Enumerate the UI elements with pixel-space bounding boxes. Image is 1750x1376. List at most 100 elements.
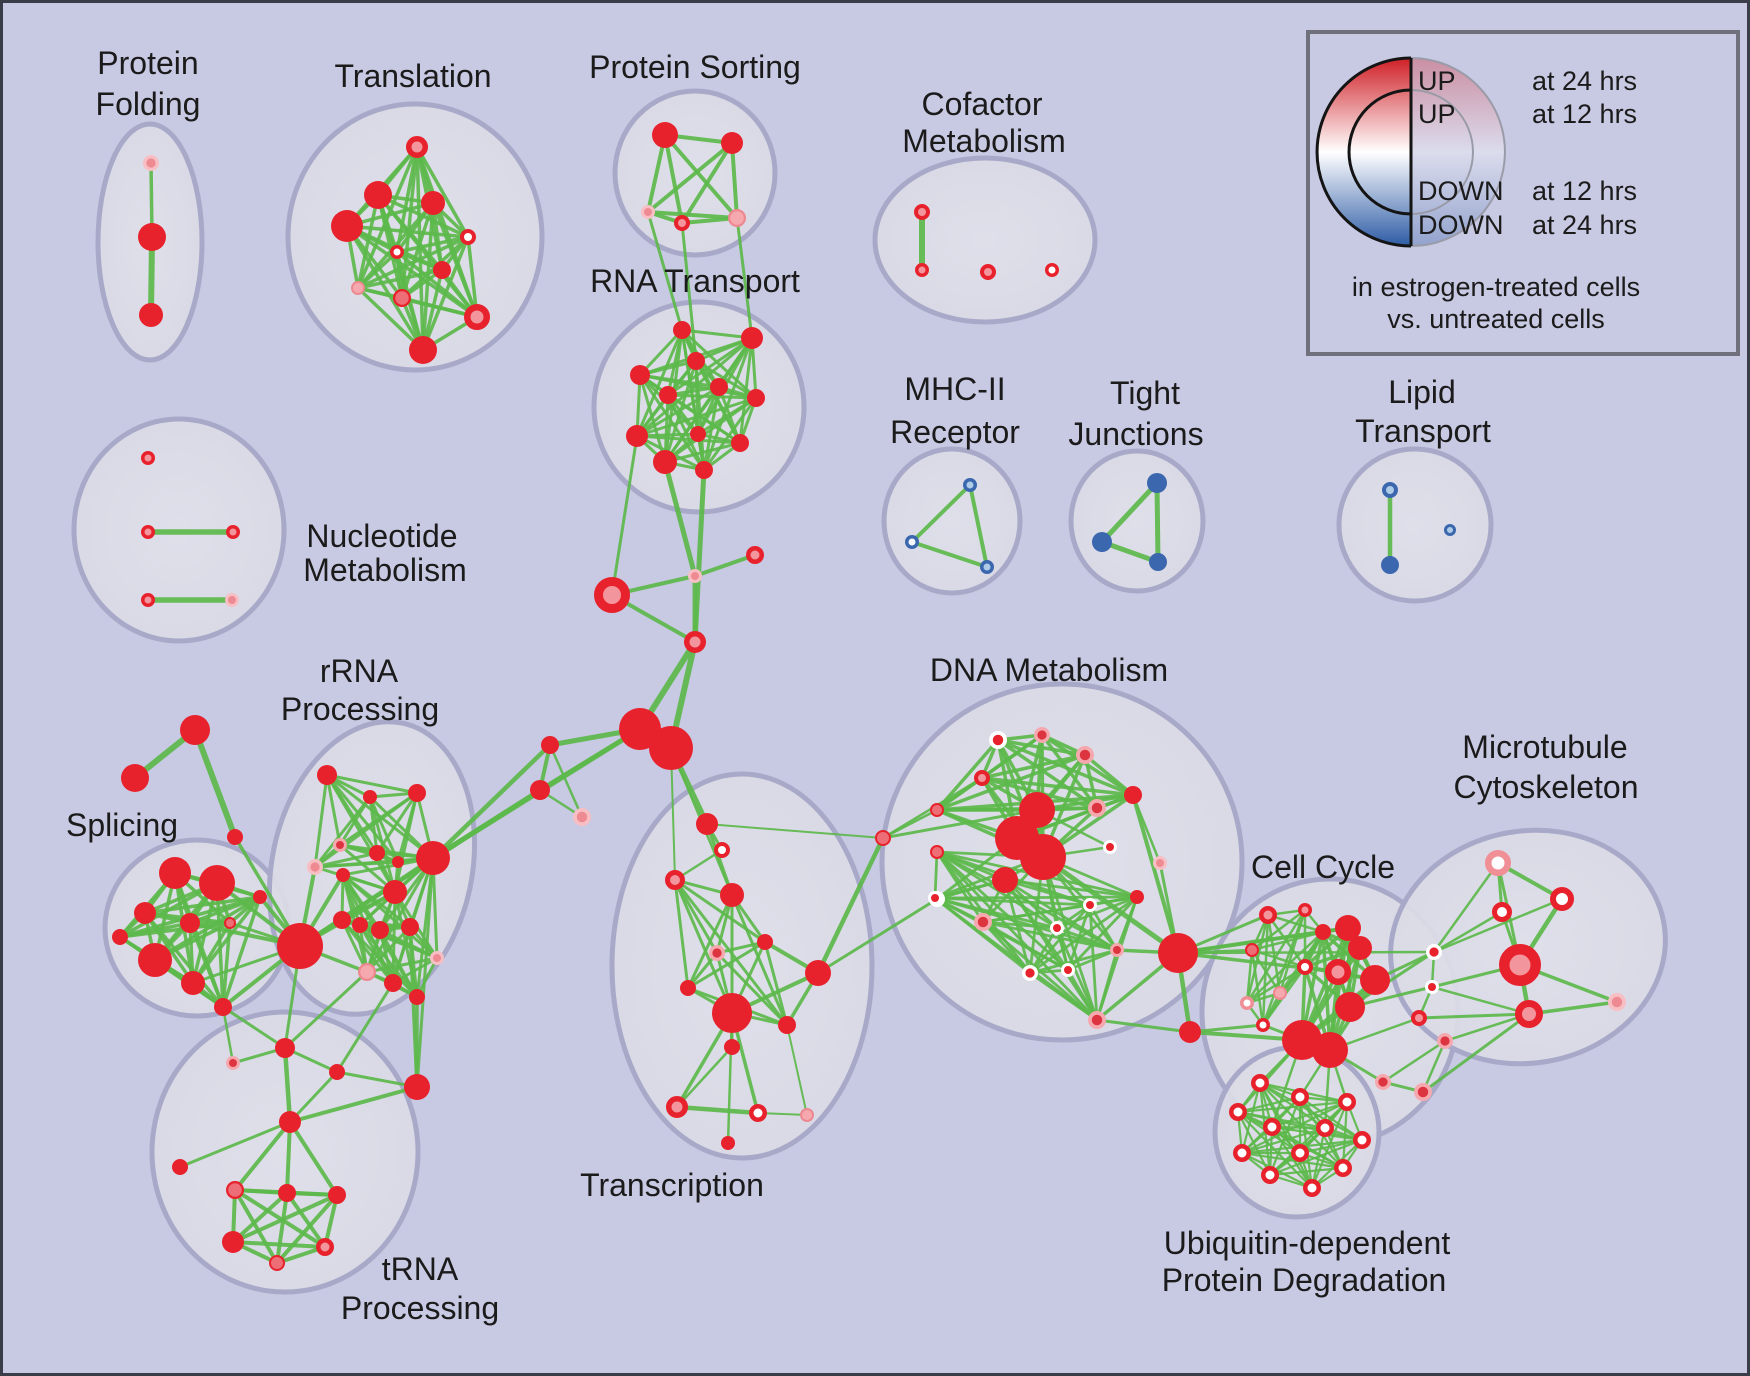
legend-inner-ring-right: [1410, 89, 1474, 215]
network-edge: [378, 928, 395, 985]
label-ubiquitin-dependent-protein-degradation: Protein Degradation: [1162, 1262, 1447, 1298]
network-edge: [1421, 1012, 1531, 1094]
node-ps3: [641, 205, 655, 219]
network-edge: [1066, 968, 1099, 1022]
node-tn1: [226, 1056, 240, 1070]
label-lipid-transport: Lipid: [1388, 374, 1456, 410]
node-mh3: [980, 560, 994, 574]
node-ps2: [721, 132, 743, 154]
node-cc17: [1425, 980, 1439, 994]
network-edge: [735, 216, 754, 340]
node-ub7: [1353, 1131, 1371, 1149]
node-cc5: [1348, 936, 1372, 960]
node-rt12: [695, 461, 713, 479]
node-ub9: [1291, 1144, 1309, 1162]
network-edge: [118, 935, 225, 1009]
node-mh1: [963, 478, 977, 492]
node-tj3: [1149, 553, 1167, 571]
network-edge: [288, 1085, 419, 1124]
network-edge: [935, 738, 1000, 812]
node-t5: [460, 229, 476, 245]
node-cc20: [1414, 1083, 1433, 1102]
node-t4: [331, 210, 363, 242]
node-m1: [541, 736, 559, 754]
network-edge: [705, 822, 734, 897]
network-edge: [1240, 1126, 1327, 1155]
label-protein-sorting: Protein Sorting: [589, 49, 801, 85]
node-mt4: [1499, 944, 1541, 986]
node-cc19: [1375, 1074, 1392, 1091]
cluster-lipid-transport: [1336, 446, 1494, 604]
legend-time-2: at 12 hrs: [1532, 176, 1637, 206]
legend-direction-3: DOWN: [1418, 210, 1503, 240]
network-edge: [881, 808, 939, 840]
network-edge: [702, 396, 758, 472]
network-edge: [1268, 1166, 1345, 1177]
node-rt9: [626, 425, 648, 447]
node-tn6: [226, 1181, 244, 1199]
label-cell-cycle: Cell Cycle: [1251, 849, 1395, 885]
label-microtubule-cytoskeleton: Cytoskeleton: [1454, 769, 1639, 805]
node-tx12: [666, 1096, 688, 1118]
network-edge: [283, 970, 369, 1050]
legend-time-1: at 12 hrs: [1532, 99, 1637, 129]
network-edge: [666, 393, 758, 400]
node-x3: [227, 829, 243, 845]
node-dn12: [992, 867, 1018, 893]
node-dn18: [1130, 890, 1144, 904]
node-rr3: [408, 784, 426, 802]
node-tx15: [721, 1136, 735, 1150]
node-sp4: [180, 913, 200, 933]
label-rrna-processing: Processing: [281, 691, 439, 727]
node-c2: [746, 546, 764, 564]
network-edge: [1527, 1000, 1619, 1016]
node-t10: [464, 304, 490, 330]
node-mt1: [1485, 850, 1511, 876]
node-dn7: [1088, 799, 1107, 818]
label-dna-metabolism: DNA Metabolism: [930, 652, 1168, 688]
node-ub6: [1316, 1119, 1334, 1137]
node-tx7: [680, 980, 696, 996]
node-lp3: [1444, 524, 1456, 536]
network-edge: [1421, 1039, 1447, 1094]
network-edge: [1188, 1023, 1265, 1034]
network-edge: [1040, 854, 1181, 956]
node-cc3: [1315, 924, 1331, 940]
network-edge: [356, 286, 425, 352]
network-edge: [233, 1120, 292, 1192]
network-edge: [365, 956, 439, 974]
label-rrna-processing: rRNA: [320, 653, 399, 689]
network-edge: [288, 1120, 339, 1197]
network-edge: [335, 1070, 419, 1089]
node-rt8: [690, 426, 706, 442]
node-rr2: [363, 790, 377, 804]
node-c1: [688, 569, 702, 583]
network-edge: [192, 727, 238, 840]
network-edge: [275, 1193, 339, 1265]
network-edge: [980, 753, 1087, 780]
network-edge: [702, 336, 754, 472]
node-rr15: [358, 963, 376, 981]
network-edge: [1266, 913, 1282, 995]
node-tx8: [805, 960, 831, 986]
node-dn2: [1034, 726, 1051, 743]
node-cc2: [1298, 903, 1312, 917]
network-edge: [910, 540, 989, 569]
node-rr1: [317, 765, 337, 785]
cluster-mhc-ii-receptor: [881, 446, 1023, 596]
network-edge: [1095, 1018, 1192, 1034]
node-spb: [277, 923, 323, 969]
label-cofactor-metabolism: Cofactor: [922, 86, 1043, 122]
node-rr6: [369, 845, 385, 861]
node-m3: [573, 808, 592, 827]
network-edge: [345, 224, 479, 319]
node-cc6: [1245, 943, 1259, 957]
network-edge: [693, 553, 757, 578]
network-edge: [415, 145, 470, 239]
network-edge: [288, 1070, 339, 1124]
network-edge: [1099, 480, 1160, 545]
network-edge: [935, 850, 1070, 972]
network-edge: [1310, 1100, 1349, 1190]
node-dn14: [930, 845, 944, 859]
network-edge: [313, 773, 329, 869]
